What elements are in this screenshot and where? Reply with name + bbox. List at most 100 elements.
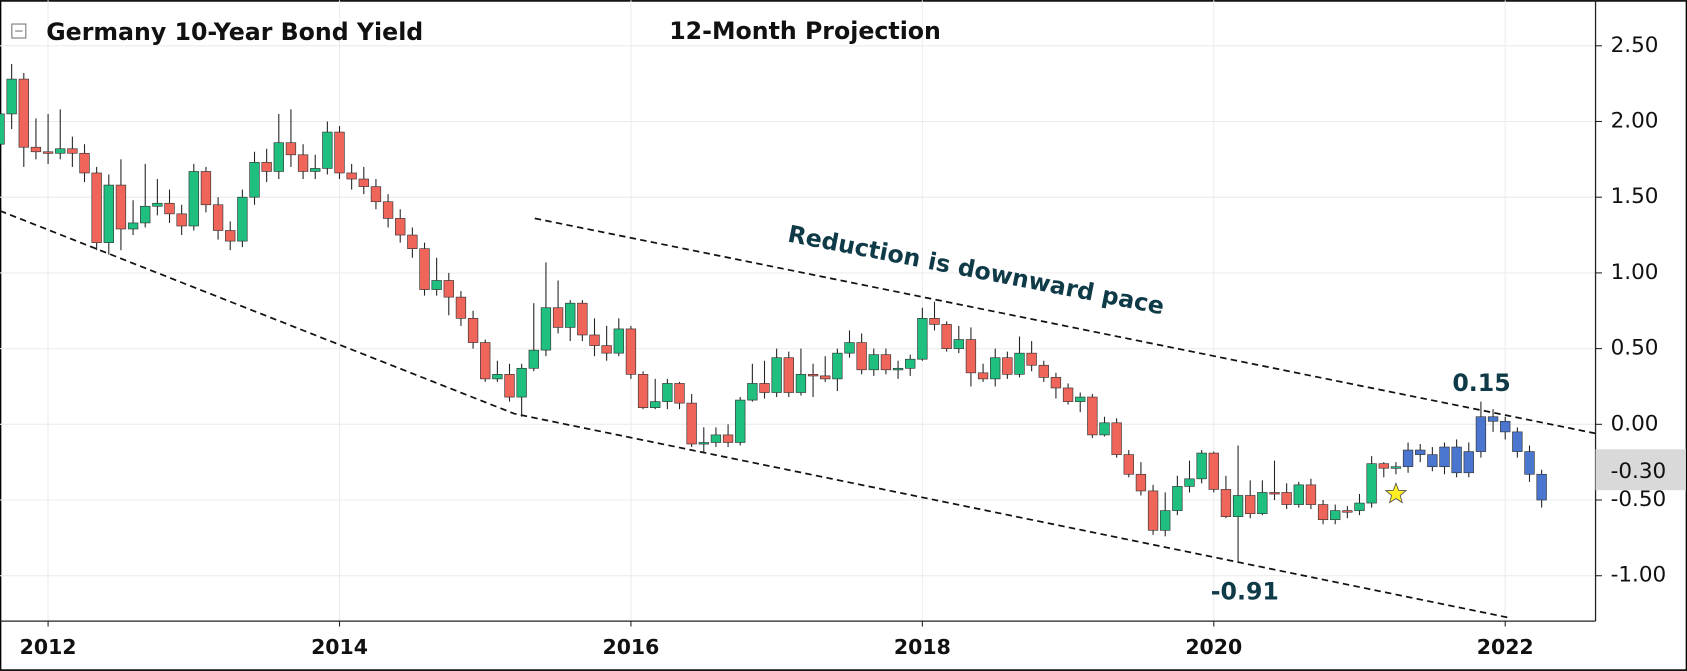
candle-body bbox=[285, 142, 297, 156]
candle-body bbox=[552, 307, 564, 328]
candle-body bbox=[0, 113, 5, 145]
x-tick-label: 2018 bbox=[894, 635, 951, 659]
annotation: 0.15 bbox=[1452, 369, 1510, 397]
candle-body bbox=[1512, 431, 1523, 452]
candle-body bbox=[601, 345, 612, 354]
candle-body bbox=[929, 318, 940, 325]
candle-body bbox=[1366, 463, 1377, 504]
candle-body bbox=[820, 375, 831, 380]
candle-body bbox=[1475, 416, 1487, 452]
y-tick-label: 0.50 bbox=[1611, 336, 1659, 361]
candle-body bbox=[1342, 510, 1353, 513]
candle-body bbox=[1415, 449, 1426, 455]
candle-body bbox=[1220, 489, 1232, 517]
candle-body bbox=[941, 324, 952, 349]
candle-body bbox=[1487, 416, 1499, 422]
trendline bbox=[0, 210, 1512, 619]
axes: 2.50 2.00 1.50 1.00 0.50 0.00 -0.50 -1.00 2012 20… bbox=[20, 33, 1686, 659]
candle-body bbox=[1075, 396, 1086, 402]
candle-body bbox=[1463, 451, 1474, 474]
candle-body bbox=[953, 339, 964, 349]
candle-body bbox=[55, 148, 66, 154]
candle-body bbox=[637, 374, 649, 408]
candle-body bbox=[1172, 486, 1183, 511]
candle-body bbox=[42, 151, 54, 154]
candle-body bbox=[407, 234, 418, 249]
chart-subtitle: 12-Month Projection bbox=[669, 17, 941, 45]
candle-body bbox=[528, 349, 539, 369]
candle-body bbox=[225, 230, 236, 242]
candle-body bbox=[990, 357, 1001, 380]
candle-body bbox=[152, 202, 163, 207]
candle-body bbox=[516, 367, 527, 398]
candle-body bbox=[856, 342, 867, 371]
candle-body bbox=[722, 434, 734, 443]
candle-body bbox=[1147, 490, 1159, 531]
candle-body bbox=[1293, 484, 1304, 505]
candle-body bbox=[334, 131, 345, 174]
candle-body bbox=[1269, 492, 1280, 495]
candle-body bbox=[492, 374, 503, 380]
candle-body bbox=[892, 367, 904, 371]
y-tick-label: -1.00 bbox=[1611, 563, 1667, 588]
collapse-icon[interactable] bbox=[11, 23, 27, 39]
candle-body bbox=[686, 402, 697, 445]
candle-body bbox=[419, 248, 430, 290]
x-tick-label: 2012 bbox=[20, 635, 77, 659]
candle-body bbox=[310, 168, 321, 172]
candle-body bbox=[698, 442, 709, 445]
candle-body bbox=[261, 162, 272, 172]
candle-body bbox=[1451, 446, 1462, 474]
candle-body bbox=[200, 171, 212, 206]
candle-body bbox=[346, 172, 357, 180]
y-tick-label: -0.50 bbox=[1611, 487, 1667, 512]
chart-title: Germany 10-Year Bond Yield bbox=[46, 18, 423, 46]
candle-body bbox=[103, 184, 114, 243]
candle-body bbox=[91, 172, 102, 243]
annotation: -0.91 bbox=[1211, 578, 1279, 606]
candle-body bbox=[1232, 495, 1244, 517]
candle-body bbox=[1402, 449, 1414, 468]
candle-body bbox=[1123, 454, 1134, 475]
candle-body bbox=[1002, 357, 1013, 375]
candle-body bbox=[1390, 466, 1402, 469]
candle-body bbox=[237, 196, 248, 242]
candle-body bbox=[1087, 396, 1098, 436]
candle-body bbox=[1014, 352, 1025, 375]
candle-body bbox=[1524, 451, 1535, 475]
candle-body bbox=[249, 162, 260, 198]
star-marker bbox=[1384, 481, 1408, 504]
candle-body bbox=[1500, 420, 1511, 433]
candle-body bbox=[1317, 504, 1329, 521]
candle-body bbox=[880, 354, 892, 371]
grid bbox=[0, 0, 1596, 622]
candle-body bbox=[467, 318, 479, 343]
y-tick-label: 2.50 bbox=[1611, 33, 1659, 58]
x-tick-label: 2016 bbox=[602, 635, 659, 659]
candle-body bbox=[1208, 452, 1219, 490]
candle-body bbox=[1160, 510, 1171, 531]
x-tick-label: 2014 bbox=[311, 635, 368, 659]
candle-body bbox=[1111, 422, 1122, 455]
candle-body bbox=[297, 154, 309, 172]
candle-body bbox=[188, 171, 199, 227]
candle-body bbox=[625, 328, 637, 375]
candle-body bbox=[127, 222, 139, 230]
candle-body bbox=[1305, 484, 1317, 505]
candle-body bbox=[565, 302, 576, 328]
candle-body bbox=[176, 213, 187, 227]
candle-body bbox=[443, 280, 454, 298]
candle-body bbox=[1099, 422, 1110, 436]
y-tick-label: 1.00 bbox=[1611, 260, 1659, 285]
candle-body bbox=[1354, 502, 1365, 511]
candle-body bbox=[1439, 446, 1450, 468]
candle-body bbox=[79, 152, 90, 174]
trendline bbox=[534, 217, 1596, 435]
candle-body bbox=[431, 280, 442, 290]
candle-body bbox=[6, 78, 17, 115]
last-value-box bbox=[1595, 449, 1686, 491]
candle-body bbox=[1330, 510, 1341, 521]
candle-body bbox=[540, 307, 552, 351]
candle-body bbox=[613, 328, 624, 354]
